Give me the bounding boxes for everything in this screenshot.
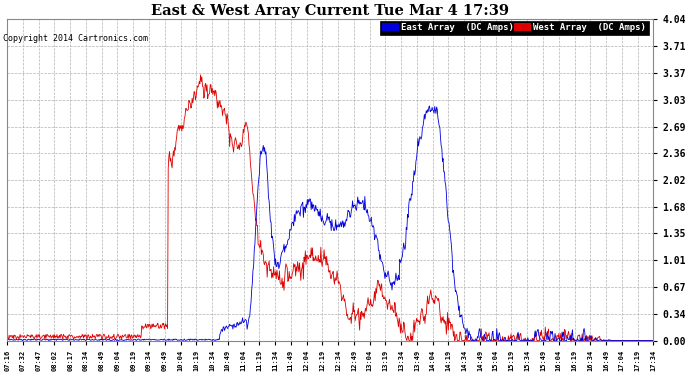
Legend: East Array  (DC Amps), West Array  (DC Amps): East Array (DC Amps), West Array (DC Amp… (380, 21, 649, 35)
Text: Copyright 2014 Cartronics.com: Copyright 2014 Cartronics.com (3, 34, 148, 43)
Title: East & West Array Current Tue Mar 4 17:39: East & West Array Current Tue Mar 4 17:3… (151, 4, 509, 18)
